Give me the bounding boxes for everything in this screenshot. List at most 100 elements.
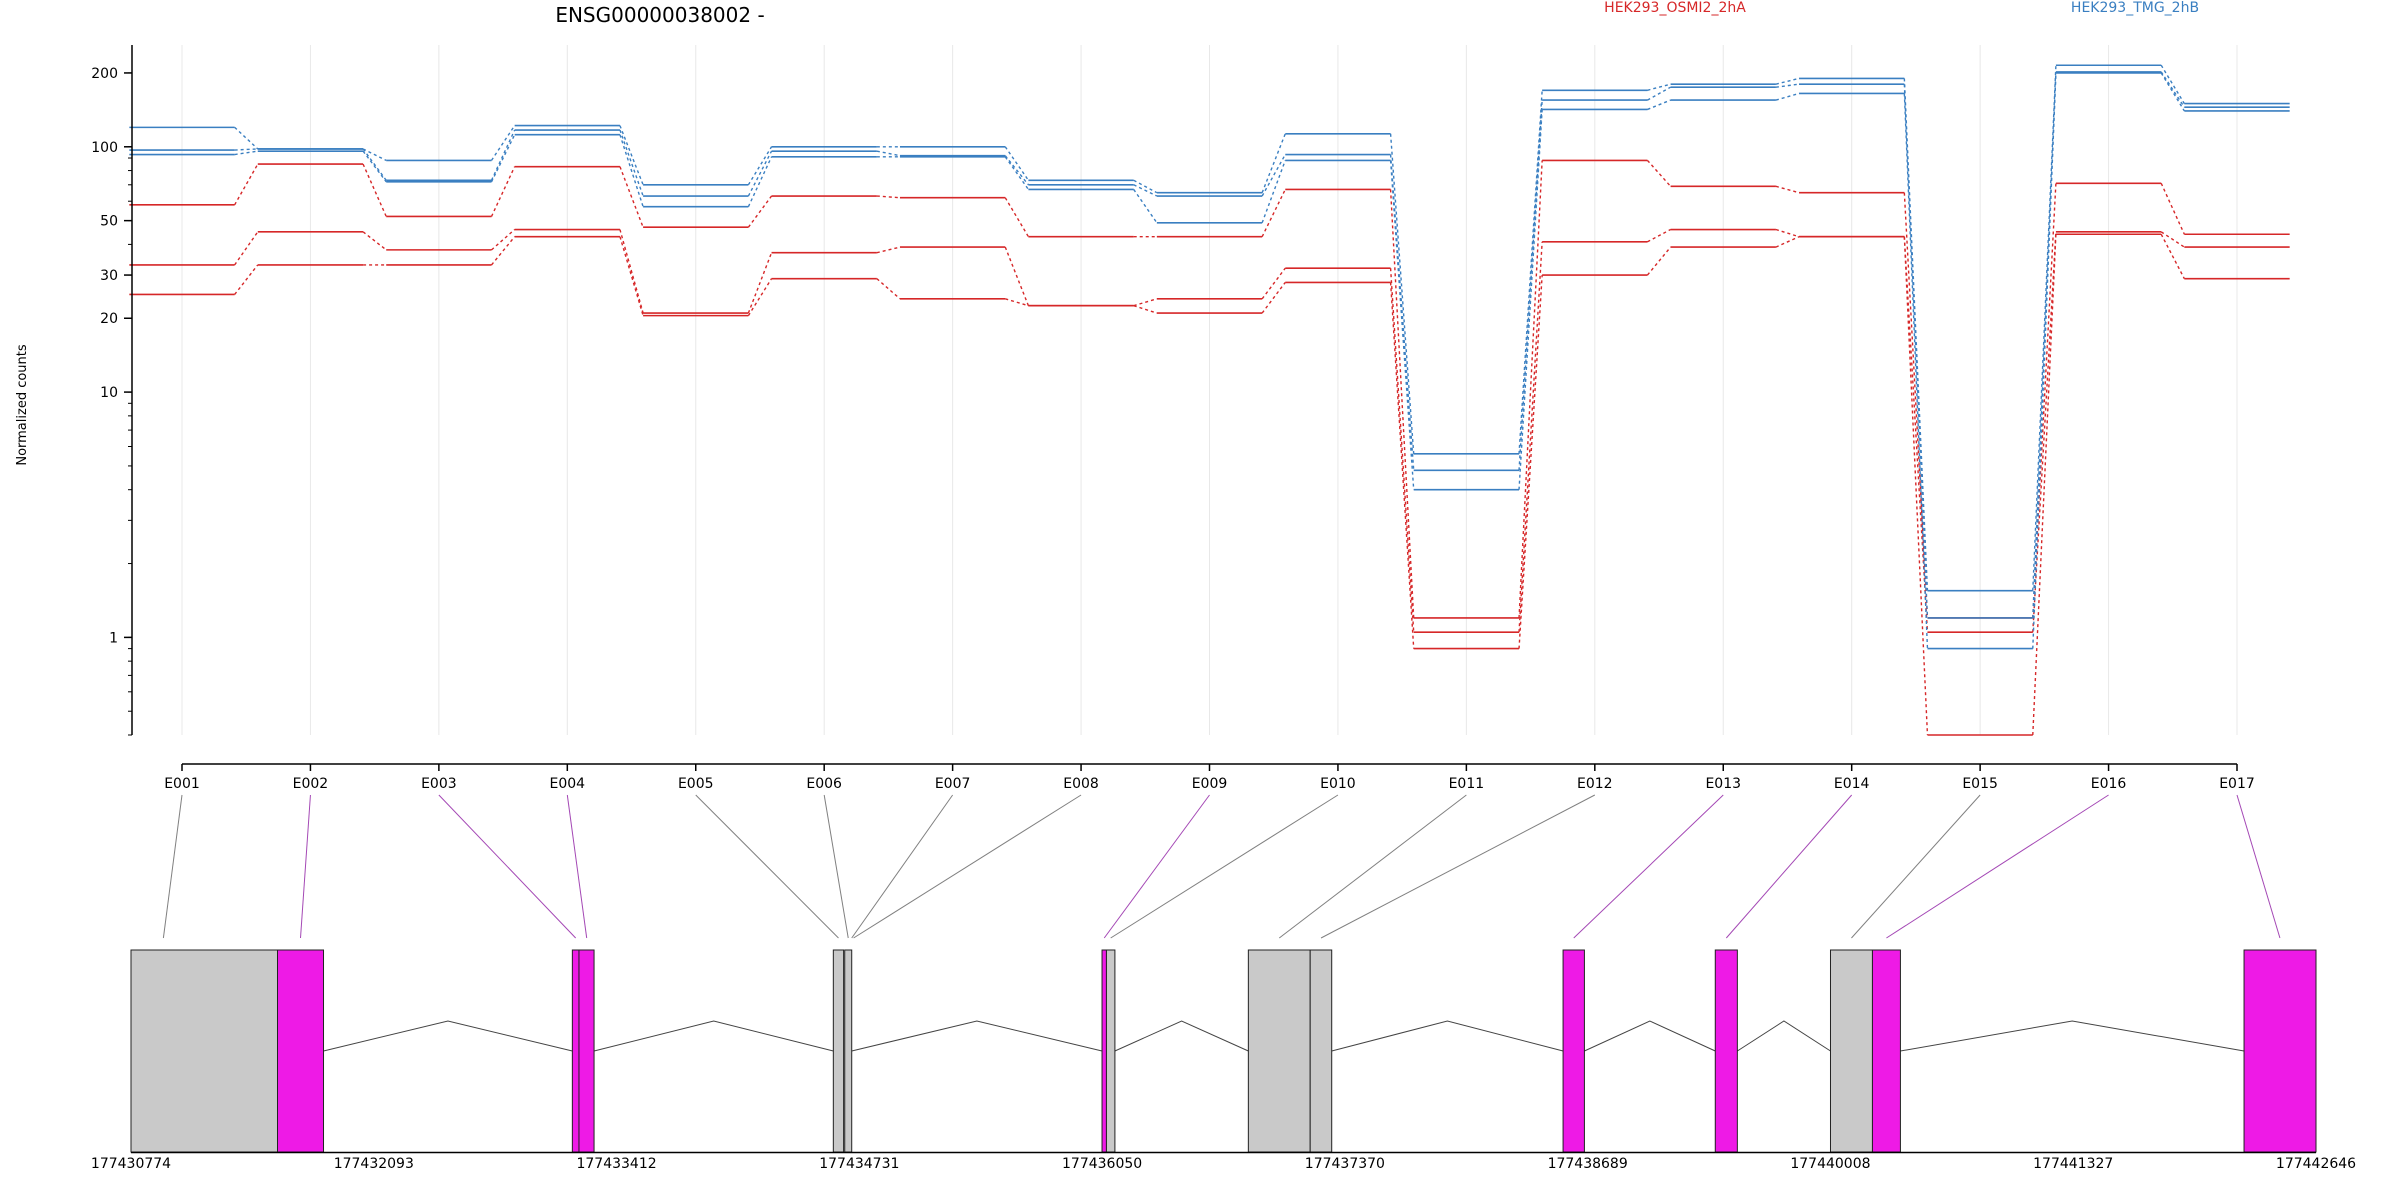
series-connector [1004, 246, 1030, 306]
series-connector [1518, 90, 1543, 454]
series-connector [362, 231, 387, 251]
x-tick-label-e005: E005 [678, 776, 714, 792]
y-tick-label: 100 [91, 140, 118, 156]
chart-title: ENSG00000038002 - [555, 3, 764, 27]
series-connector [1903, 236, 1929, 633]
y-axis-label: Normalized counts [15, 344, 30, 466]
intron-line [323, 1020, 573, 1052]
series-connector [362, 148, 387, 181]
exon-bin [832, 949, 845, 1153]
exon-link-e014 [1725, 794, 1853, 939]
series-connector [747, 278, 773, 316]
series-connector [619, 125, 644, 186]
series-connector [1903, 93, 1929, 649]
series-connector [2032, 234, 2057, 736]
series-connector [1261, 281, 1286, 314]
series-connector [619, 229, 644, 314]
series-connector [491, 228, 516, 251]
series-connector [1518, 160, 1543, 618]
series-connector [876, 246, 901, 254]
series-connector [1903, 192, 1929, 619]
exon-link-e002 [300, 794, 311, 939]
x-tick-label-e002: E002 [293, 776, 329, 792]
series-connector [619, 134, 644, 207]
exon-bin [1562, 949, 1585, 1153]
series-connector [1261, 160, 1286, 224]
exon-link-e007 [851, 794, 954, 939]
exon-bin [2243, 949, 2317, 1153]
series-connector [747, 150, 773, 197]
x-tick-label-e009: E009 [1192, 776, 1228, 792]
exon-link-e011 [1278, 794, 1467, 939]
series-connector [2160, 72, 2185, 112]
exon-link-e001 [162, 794, 183, 939]
series-connector [1646, 246, 1672, 276]
exon-bin [1871, 949, 1901, 1153]
series-connector [1389, 160, 1415, 490]
series-connector [876, 150, 901, 157]
x-tick-label-e016: E016 [2091, 776, 2127, 792]
x-tick-label-e013: E013 [1705, 776, 1741, 792]
intron-line [851, 1020, 1103, 1052]
exon-bin [277, 949, 325, 1153]
legend-label-osmi: HEK293_OSMI2_2hA [1604, 0, 1746, 16]
series-connector [234, 264, 259, 295]
gene-model: 177430774 177432093 177433412 177434731 1774… [91, 794, 2356, 1172]
exon-link-e010 [1110, 794, 1339, 939]
series-connector [1133, 179, 1158, 194]
series-connector [2032, 183, 2057, 619]
series-connector [1518, 241, 1543, 633]
series-connector [1004, 197, 1030, 238]
series-connector [1005, 298, 1029, 307]
series-connector [1647, 83, 1671, 91]
series-connector [2160, 231, 2185, 248]
x-tick-label-e008: E008 [1063, 776, 1099, 792]
x-tick-label-e015: E015 [1962, 776, 1998, 792]
series-connector [362, 148, 387, 162]
series-connector [490, 236, 516, 266]
x-tick-label-e010: E010 [1320, 776, 1356, 792]
exon-link-e016 [1886, 794, 2109, 939]
x-tick-label-e001: E001 [164, 776, 200, 792]
genomic-coordinate-label: 177430774 [91, 1156, 171, 1172]
intron-line [1737, 1020, 1831, 1052]
series-connector [619, 129, 644, 197]
series-connector [876, 195, 901, 199]
series-connector [1133, 298, 1158, 307]
series-connector [234, 150, 258, 156]
series-connector [234, 163, 259, 206]
series-connector [1646, 159, 1672, 187]
series-connector [747, 146, 773, 186]
series-connector [1261, 133, 1286, 193]
intron-line [593, 1020, 834, 1052]
exon-bin [1105, 949, 1116, 1153]
exon-link-e015 [1851, 794, 1981, 939]
y-tick-label: 1 [109, 630, 118, 646]
series-connector [1775, 236, 1800, 248]
genomic-coordinate-label: 177432093 [334, 1156, 414, 1172]
series-connector [1389, 154, 1415, 471]
axes: 1 10 20 30 50 100 200 E001 E002 E003 E004 E005 E006 E… [91, 45, 2255, 792]
intron-line [1331, 1020, 1564, 1052]
series-connector [1775, 185, 1800, 194]
x-tick-label-e012: E012 [1577, 776, 1613, 792]
series-connector [1004, 156, 1029, 190]
series-connector [2160, 182, 2185, 235]
series-connector [1261, 189, 1286, 238]
series-connector [1518, 275, 1543, 649]
series-connector [1775, 77, 1800, 85]
exon-link-e008 [853, 794, 1082, 939]
exon-bin [578, 949, 595, 1153]
exon-bin [844, 949, 853, 1153]
series-connector [1775, 83, 1800, 88]
y-tick-label: 30 [100, 268, 118, 284]
series-connector [234, 126, 259, 150]
series-connector [2032, 65, 2057, 591]
series-connector [747, 195, 773, 228]
series-connector [1775, 228, 1800, 238]
intron-line [1584, 1020, 1716, 1052]
series-connector [1004, 155, 1029, 186]
genomic-coordinate-label: 177440008 [1790, 1156, 1870, 1172]
